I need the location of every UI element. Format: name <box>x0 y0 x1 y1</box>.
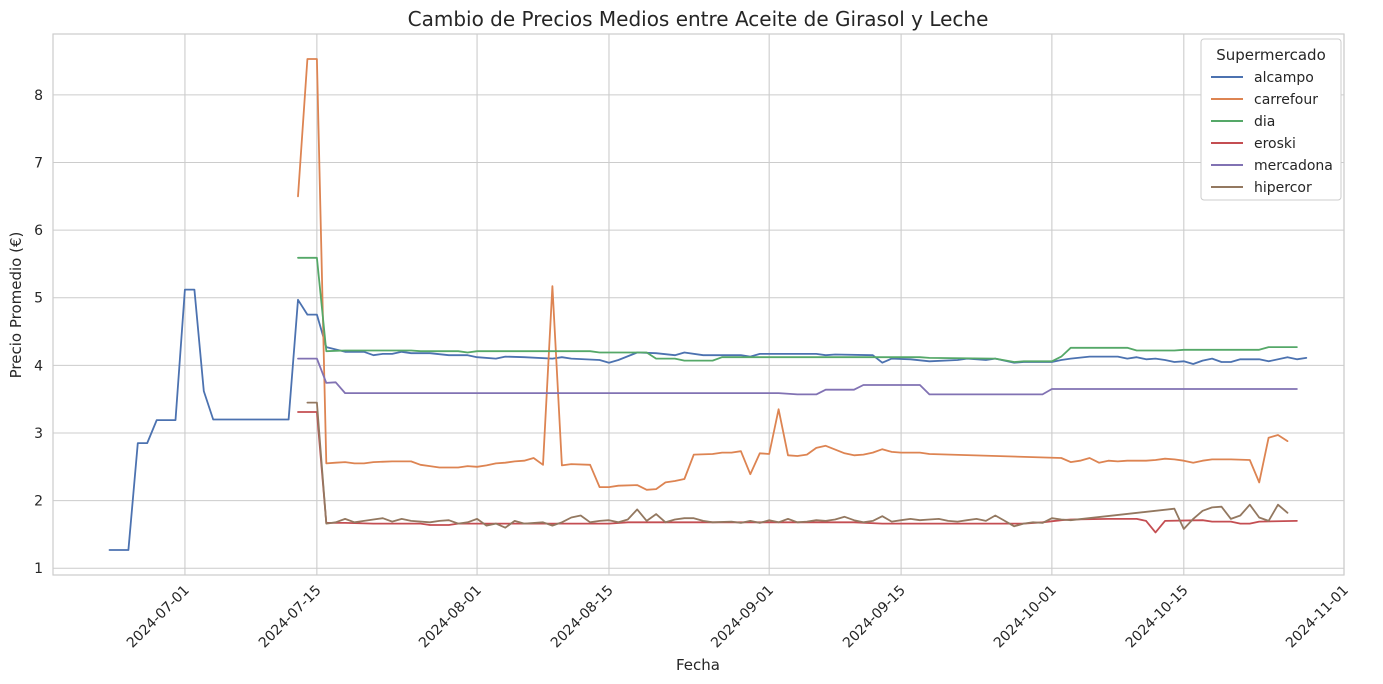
legend-label: hipercor <box>1254 180 1312 196</box>
legend-label: carrefour <box>1254 92 1318 108</box>
chart-title: Cambio de Precios Medios entre Aceite de… <box>408 7 989 31</box>
series-line-hipercor <box>306 401 1289 530</box>
plot-frame <box>52 33 1345 576</box>
y-axis-label: Precio Promedio (€) <box>7 232 25 379</box>
y-tick-label: 1 <box>34 561 43 577</box>
legend-label: mercadona <box>1254 158 1333 174</box>
x-tick-label: 2024-10-15 <box>1123 583 1192 652</box>
series-line-carrefour <box>297 58 1289 491</box>
legend-label: eroski <box>1254 136 1296 152</box>
x-tick-label: 2024-10-01 <box>991 583 1060 652</box>
legend-items: alcampo carrefour dia eroski mercadona hiperc… <box>1211 70 1333 196</box>
y-tick-label: 7 <box>34 155 43 171</box>
legend-label: dia <box>1254 114 1275 130</box>
grid <box>53 34 1345 575</box>
x-tick-label: 2024-08-15 <box>548 583 617 652</box>
legend-box <box>1200 38 1342 201</box>
x-axis-ticks: 2024-07-01 2024-07-15 2024-08-01 2024-08-15… <box>124 583 1352 652</box>
y-axis-ticks: 1 2 3 4 5 6 7 8 <box>34 88 43 577</box>
x-tick-label: 2024-11-01 <box>1283 583 1352 652</box>
y-tick-label: 5 <box>34 291 43 307</box>
x-tick-label: 2024-09-15 <box>840 583 909 652</box>
legend-label: alcampo <box>1254 70 1314 86</box>
y-tick-label: 3 <box>34 426 43 442</box>
series-group <box>108 58 1308 551</box>
y-tick-label: 6 <box>34 223 43 239</box>
series-line-alcampo <box>108 288 1308 551</box>
series-line-mercadona <box>297 357 1298 396</box>
y-tick-label: 4 <box>34 358 43 374</box>
x-axis-label: Fecha <box>676 656 720 674</box>
x-tick-label: 2024-09-01 <box>708 583 777 652</box>
legend: Supermercado alcampo carrefour dia eroski me… <box>1200 38 1342 201</box>
y-tick-label: 8 <box>34 88 43 104</box>
y-tick-label: 2 <box>34 494 43 510</box>
x-tick-label: 2024-07-01 <box>124 583 193 652</box>
x-tick-label: 2024-08-01 <box>416 583 485 652</box>
series-line-eroski <box>297 411 1298 534</box>
x-tick-label: 2024-07-15 <box>256 583 325 652</box>
legend-title: Supermercado <box>1216 46 1326 64</box>
series-line-dia <box>297 256 1298 363</box>
